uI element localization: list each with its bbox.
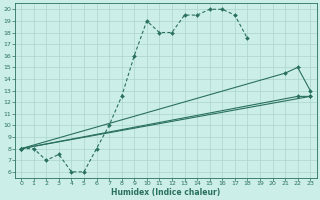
X-axis label: Humidex (Indice chaleur): Humidex (Indice chaleur): [111, 188, 220, 197]
